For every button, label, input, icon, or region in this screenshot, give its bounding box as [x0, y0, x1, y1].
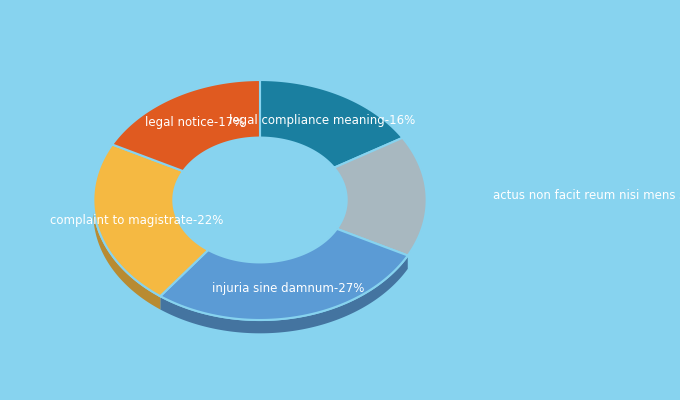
Polygon shape: [160, 229, 408, 320]
Polygon shape: [112, 80, 260, 171]
Polygon shape: [160, 229, 408, 320]
Polygon shape: [93, 144, 208, 296]
Polygon shape: [260, 80, 403, 168]
Text: injuria sine damnum-27%: injuria sine damnum-27%: [212, 282, 364, 296]
Polygon shape: [160, 256, 408, 333]
Polygon shape: [112, 80, 260, 171]
Text: legal compliance meaning-16%: legal compliance meaning-16%: [229, 114, 415, 127]
Polygon shape: [260, 80, 403, 168]
Polygon shape: [173, 138, 347, 262]
Text: actus non facit reum nisi mens sit rea-16%: actus non facit reum nisi mens sit rea-1…: [493, 189, 680, 202]
Polygon shape: [93, 144, 160, 310]
Polygon shape: [93, 144, 208, 296]
Polygon shape: [173, 138, 347, 262]
Text: complaint to magistrate-22%: complaint to magistrate-22%: [50, 214, 223, 227]
Polygon shape: [334, 138, 426, 256]
Polygon shape: [334, 138, 426, 256]
Text: legal notice-17%: legal notice-17%: [145, 116, 244, 128]
